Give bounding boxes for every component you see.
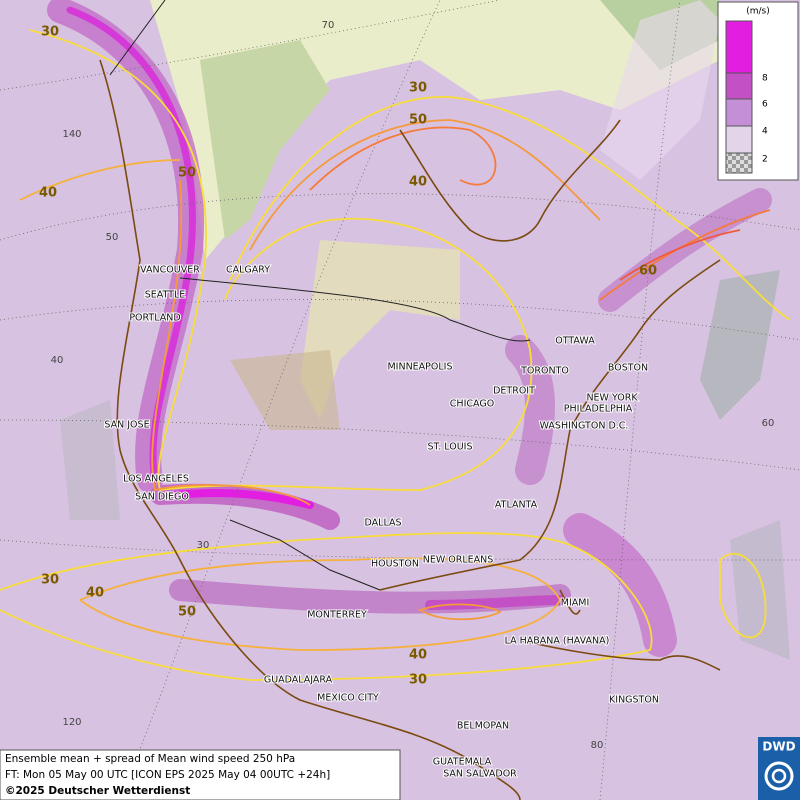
city-label: MIAMI bbox=[561, 598, 590, 609]
legend-label: 2 bbox=[762, 155, 768, 165]
city-label: MEXICO CITY bbox=[317, 693, 379, 704]
grid-label: 60 bbox=[762, 418, 775, 429]
city-label: LOS ANGELES bbox=[123, 474, 189, 485]
legend-swatch bbox=[725, 125, 753, 154]
city-label: ATLANTA bbox=[495, 500, 538, 511]
grid-label: 120 bbox=[62, 717, 81, 728]
city-label: HOUSTON bbox=[371, 559, 419, 570]
city-label: NEW ORLEANS bbox=[423, 555, 494, 566]
city-label: GUATEMALA bbox=[433, 757, 492, 768]
contour-label: 30 bbox=[409, 81, 427, 96]
land-relief bbox=[150, 0, 720, 430]
contour-label: 50 bbox=[178, 166, 196, 181]
legend-label: 4 bbox=[762, 127, 768, 137]
city-label: PORTLAND bbox=[129, 313, 180, 324]
contour-label: 60 bbox=[639, 264, 657, 279]
contour-label: 30 bbox=[409, 673, 427, 688]
legend-swatch bbox=[725, 98, 753, 127]
footer-line: FT: Mon 05 May 00 UTC [ICON EPS 2025 May… bbox=[5, 769, 330, 781]
city-label: DALLAS bbox=[365, 518, 402, 529]
contour-label: 40 bbox=[39, 186, 57, 201]
contour-label: 40 bbox=[409, 648, 427, 663]
contour-label: 40 bbox=[86, 586, 104, 601]
logo-icon bbox=[764, 761, 794, 791]
city-label: BELMOPAN bbox=[457, 721, 509, 732]
city-label: PHILADELPHIA bbox=[564, 404, 633, 415]
city-label: WASHINGTON D.C. bbox=[540, 421, 629, 432]
labels: VANCOUVER CALGARY SEATTLE PORTLAND MINNEAPOL… bbox=[39, 20, 775, 781]
grid-label: 40 bbox=[51, 355, 64, 366]
contour-label: 30 bbox=[41, 25, 59, 40]
legend-swatch bbox=[725, 20, 753, 74]
footer-line: Ensemble mean + spread of Mean wind spee… bbox=[5, 753, 295, 765]
contour-label: 30 bbox=[41, 573, 59, 588]
city-label: MONTERREY bbox=[307, 610, 367, 621]
city-label: CHICAGO bbox=[450, 399, 494, 410]
legend-label: 6 bbox=[762, 100, 768, 110]
ocean-shading bbox=[60, 270, 790, 660]
city-label: SAN DIEGO bbox=[135, 492, 189, 503]
contour-label: 40 bbox=[409, 175, 427, 190]
city-label: DETROIT bbox=[493, 386, 535, 397]
city-label: LA HABANA (HAVANA) bbox=[505, 636, 610, 647]
legend-label: 8 bbox=[762, 74, 768, 84]
city-label: NEW YORK bbox=[586, 393, 638, 404]
footer-box bbox=[0, 749, 401, 801]
city-label: GUADALAJARA bbox=[264, 675, 333, 686]
legend-unit: (m/s) bbox=[746, 7, 770, 17]
grid-label: 70 bbox=[322, 20, 335, 31]
legend-swatch bbox=[725, 152, 753, 174]
city-label: KINGSTON bbox=[609, 695, 659, 706]
city-label: SAN SALVADOR bbox=[443, 769, 517, 780]
legend-swatch bbox=[725, 72, 753, 100]
city-label: VANCOUVER bbox=[140, 265, 200, 276]
contour-label: 50 bbox=[178, 605, 196, 620]
city-label: SEATTLE bbox=[145, 290, 186, 301]
city-label: MINNEAPOLIS bbox=[387, 362, 452, 373]
city-label: TORONTO bbox=[520, 366, 569, 377]
grid-label: 30 bbox=[197, 540, 210, 551]
spread-swaths bbox=[47, 0, 772, 657]
city-label: CALGARY bbox=[226, 265, 270, 276]
city-label: SAN JOSE bbox=[104, 420, 149, 431]
grid-label: 80 bbox=[591, 740, 604, 751]
coastlines bbox=[99, 59, 721, 801]
legend: (m/s) 8 6 4 2 bbox=[717, 1, 799, 181]
grid-label: 140 bbox=[62, 129, 81, 140]
borders bbox=[109, 0, 531, 591]
grid-label: 50 bbox=[106, 232, 119, 243]
city-label: BOSTON bbox=[608, 363, 648, 374]
logo-icon bbox=[771, 768, 787, 784]
logo-text: DWD bbox=[762, 740, 795, 754]
city-label: ST. LOUIS bbox=[428, 442, 473, 453]
city-label: OTTAWA bbox=[555, 336, 595, 347]
contour-label: 50 bbox=[409, 113, 427, 128]
contours bbox=[0, 29, 791, 681]
footer-line: ©2025 Deutscher Wetterdienst bbox=[5, 785, 190, 797]
